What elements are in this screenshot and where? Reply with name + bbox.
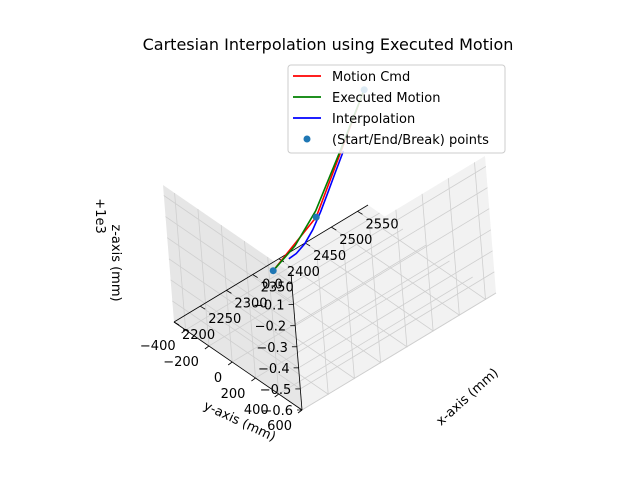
back-pane-x — [291, 156, 496, 410]
chart-title: Cartesian Interpolation using Executed M… — [143, 35, 514, 54]
z-axis-label: z-axis (mm) — [108, 224, 123, 301]
z-axis-spine — [290, 272, 303, 411]
x-tick-label: 2350 — [261, 281, 294, 296]
y-tick — [274, 393, 279, 398]
x-tick-label: 2200 — [182, 328, 215, 343]
series-line-interpolation — [288, 150, 345, 260]
x-tick-label: 2300 — [234, 296, 267, 311]
legend-label: Executed Motion — [332, 91, 440, 106]
axes-panes — [163, 156, 496, 410]
y-tick-label: 400 — [244, 403, 269, 418]
z-offset-text: +1e3 — [92, 198, 107, 233]
axes-spines — [173, 204, 369, 411]
legend-label: Interpolation — [332, 112, 415, 127]
x-axis-spine — [173, 204, 369, 323]
legend-label: Motion Cmd — [332, 70, 410, 85]
marker-point — [269, 267, 277, 275]
x-tick — [173, 321, 180, 326]
x-tick-label: 2250 — [208, 312, 241, 327]
y-tick-label: 600 — [267, 419, 292, 434]
y-tick — [181, 329, 186, 334]
x-tick-label: 2400 — [287, 265, 320, 280]
x-tick — [304, 242, 311, 247]
legend-marker — [303, 135, 311, 143]
z-tick-label: −0.5 — [260, 383, 292, 398]
z-tick-label: −0.1 — [253, 299, 285, 314]
x-tick-label: 2500 — [339, 233, 372, 248]
x-tick — [252, 274, 258, 278]
x-tick — [357, 210, 363, 215]
z-tick-label: −0.3 — [256, 341, 288, 356]
y-tick — [297, 409, 303, 414]
z-tick-label: −0.6 — [261, 404, 293, 419]
legend: Motion Cmd Executed Motion Interpolation (S… — [287, 64, 506, 154]
x-tick — [200, 305, 206, 310]
legend-label: (Start/End/Break) points — [332, 133, 489, 148]
z-ticks: 0.0 −0.1 −0.2 −0.3 −0.4 −0.5 −0.6 — [253, 278, 302, 419]
x-tick-label: 2450 — [313, 249, 346, 264]
x-tick — [331, 226, 337, 231]
back-pane-y — [163, 185, 302, 410]
y-tick-label: −400 — [140, 339, 176, 354]
z-tick-label: 0.0 — [262, 278, 283, 293]
x-tick-label: 2550 — [366, 217, 399, 232]
x-axis-label: x-axis (mm) — [434, 366, 502, 429]
y-tick — [227, 361, 233, 366]
y-tick-label: −200 — [163, 355, 199, 370]
y-axis-spine — [173, 321, 303, 411]
z-tick-label: −0.2 — [255, 320, 287, 335]
legend-frame — [287, 64, 506, 154]
y-tick-label: 0 — [214, 371, 222, 386]
x-tick — [226, 290, 232, 294]
y-tick — [251, 377, 256, 382]
z-tick-label: −0.4 — [258, 362, 290, 377]
y-tick — [204, 345, 210, 350]
marker-point — [312, 213, 320, 221]
y-tick-label: 200 — [221, 387, 246, 402]
